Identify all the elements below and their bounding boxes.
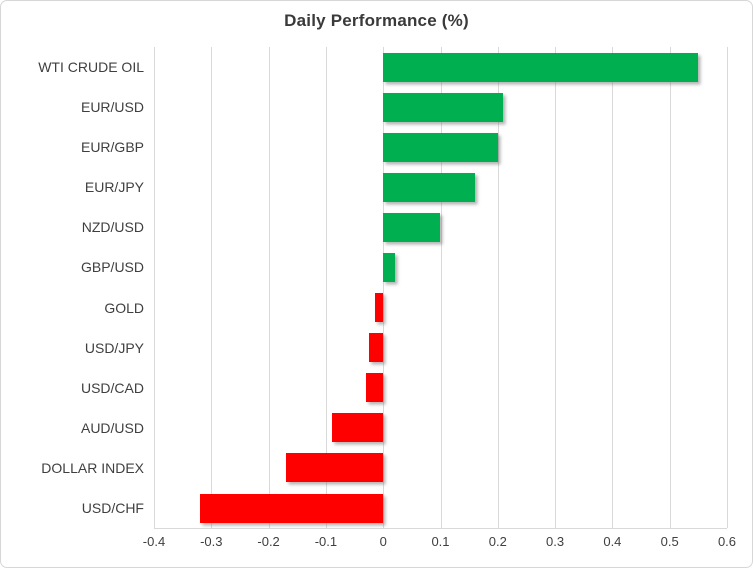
category-label-usd-chf: USD/CHF xyxy=(81,499,144,516)
bar-aud-usd xyxy=(331,413,384,443)
gridline--0.4 xyxy=(154,47,155,528)
bar-dollar-index xyxy=(285,453,384,483)
gridline-0 xyxy=(383,47,384,528)
gridline-0.5 xyxy=(670,47,671,528)
axis-tick-label-0.2: 0.2 xyxy=(488,534,507,549)
bar-wti-crude-oil xyxy=(383,52,699,82)
gridline-0.4 xyxy=(612,47,613,528)
axis-tick-label-0.6: 0.6 xyxy=(717,534,737,549)
gridline-0.1 xyxy=(441,47,442,528)
gridline--0.1 xyxy=(326,47,327,528)
category-label-aud-usd: AUD/USD xyxy=(80,419,144,436)
axis-tick-label-0.1: 0.1 xyxy=(431,534,450,549)
axis-tick-label--0.1: -0.1 xyxy=(314,534,338,549)
bar-usd-cad xyxy=(366,373,384,403)
bar-eur-gbp xyxy=(383,132,498,162)
gridline-0.2 xyxy=(498,47,499,528)
category-label-gbp-usd: GBP/USD xyxy=(80,259,144,276)
gridline--0.2 xyxy=(269,47,270,528)
bar-eur-jpy xyxy=(383,172,475,202)
chart-title: Daily Performance (%) xyxy=(284,11,469,30)
axis-tick-label-0.4: 0.4 xyxy=(603,534,622,549)
category-label-gold: GOLD xyxy=(104,299,144,316)
bar-eur-usd xyxy=(383,92,504,122)
category-label-dollar-index: DOLLAR INDEX xyxy=(41,459,144,476)
axis-tick-label-0.5: 0.5 xyxy=(660,534,679,549)
axis-tick-label--0.2: -0.2 xyxy=(257,534,280,549)
bar-gbp-usd xyxy=(383,253,395,282)
gridline-0.6 xyxy=(727,47,728,528)
bar-nzd-usd xyxy=(383,212,441,242)
category-axis: WTI CRUDE OIL EUR/USD EUR/GBP EUR/JPY NZD/US… xyxy=(1,47,144,528)
bar-usd-jpy xyxy=(368,333,384,363)
bar-gold xyxy=(374,293,384,322)
value-axis: -0.4 -0.3 -0.2 -0.1 0 0.1 0.2 0.3 0.4 0.5 0.6 xyxy=(1,534,752,556)
axis-tick-label-0: 0 xyxy=(379,534,387,549)
category-label-nzd-usd: NZD/USD xyxy=(81,219,144,236)
axis-tick-label-0.3: 0.3 xyxy=(546,534,565,549)
gridline-0.3 xyxy=(555,47,556,528)
plot-area xyxy=(154,47,728,529)
category-label-usd-jpy: USD/JPY xyxy=(84,339,144,356)
category-label-wti-crude-oil: WTI CRUDE OIL xyxy=(38,59,144,76)
gridline--0.3 xyxy=(211,47,212,528)
axis-tick-label--0.3: -0.3 xyxy=(200,534,223,549)
axis-tick-label--0.4: -0.4 xyxy=(142,534,166,549)
category-label-usd-cad: USD/CAD xyxy=(80,379,144,396)
category-label-eur-gbp: EUR/GBP xyxy=(80,139,144,156)
category-label-eur-jpy: EUR/JPY xyxy=(84,179,144,196)
category-label-eur-usd: EUR/USD xyxy=(80,99,144,116)
bar-usd-chf xyxy=(199,493,384,523)
